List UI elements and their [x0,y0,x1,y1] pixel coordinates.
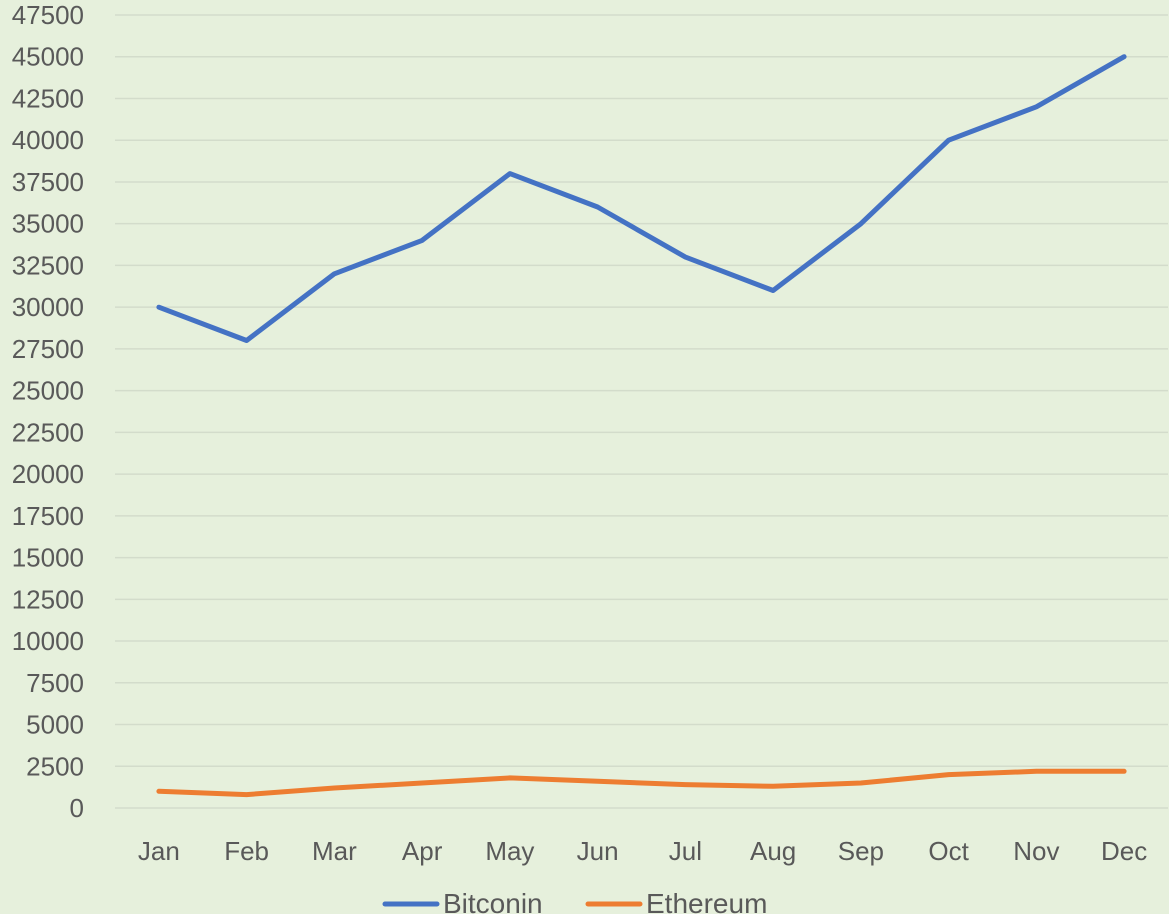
y-tick-label: 47500 [12,0,84,30]
y-axis-ticks: 0 2500 5000 7500 10000 12500 15000 17500 20000 22… [12,0,84,823]
x-tick-label-sep: Sep [838,836,884,866]
y-tick-label: 2500 [26,751,84,781]
x-tick-label-may: May [485,836,534,866]
y-tick-label: 0 [70,793,84,823]
gridlines [115,14,1168,809]
x-tick-label-aug: Aug [750,836,796,866]
x-tick-label-oct: Oct [928,836,969,866]
y-tick-label: 45000 [12,42,84,72]
y-tick-label: 42500 [12,83,84,113]
x-tick-label-feb: Feb [224,836,269,866]
y-tick-label: 5000 [26,710,84,740]
x-tick-label-dec: Dec [1101,836,1147,866]
y-tick-label: 37500 [12,167,84,197]
x-tick-label-jun: Jun [577,836,619,866]
y-tick-label: 40000 [12,125,84,155]
series-line-bitconin [156,54,1127,343]
y-tick-label: 12500 [12,584,84,614]
y-tick-label: 27500 [12,334,84,364]
series-line-ethereum [156,768,1127,798]
x-tick-label-nov: Nov [1013,836,1059,866]
y-tick-label: 22500 [12,417,84,447]
y-tick-label: 17500 [12,501,84,531]
y-tick-label: 7500 [26,668,84,698]
y-tick-label: 35000 [12,209,84,239]
x-tick-label-mar: Mar [312,836,357,866]
y-tick-label: 30000 [12,292,84,322]
series-lines [156,54,1127,798]
y-tick-label: 32500 [12,250,84,280]
x-tick-label-jan: Jan [138,836,180,866]
y-tick-label: 20000 [12,459,84,489]
x-axis-ticks: Jan Feb Mar Apr May Jun Jul Aug Sep Oct Nov Dec [138,836,1147,866]
x-tick-label-jul: Jul [669,836,702,866]
y-tick-label: 15000 [12,543,84,573]
legend: Bitconin Ethereum [382,888,767,914]
legend-label-ethereum: Ethereum [646,888,767,914]
y-tick-label: 25000 [12,376,84,406]
x-tick-label-apr: Apr [402,836,443,866]
y-tick-label: 10000 [12,626,84,656]
legend-label-bitconin: Bitconin [443,888,543,914]
